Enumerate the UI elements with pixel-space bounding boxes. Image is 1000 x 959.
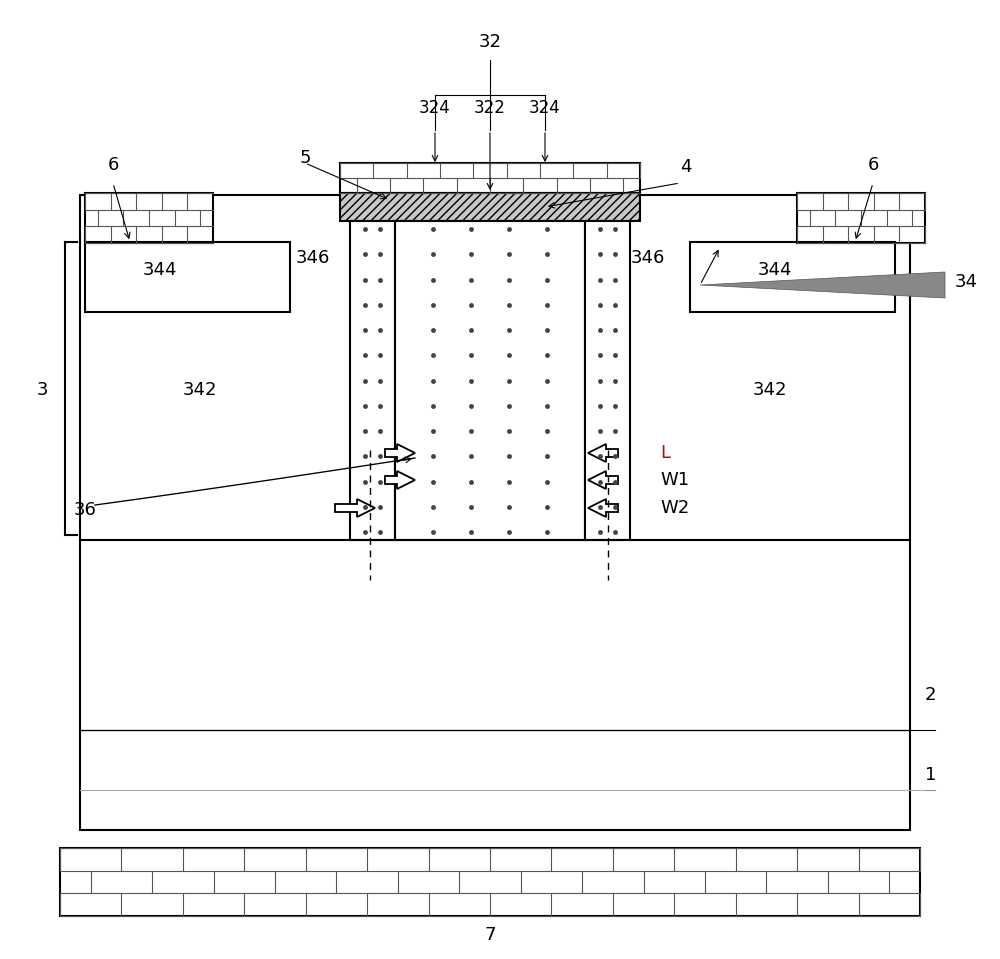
- Bar: [585, 221, 630, 540]
- Bar: [85, 193, 213, 243]
- Text: 4: 4: [680, 158, 692, 176]
- Text: 34: 34: [955, 273, 978, 291]
- Text: W1: W1: [660, 471, 689, 489]
- Text: 322: 322: [474, 99, 506, 117]
- Bar: [690, 242, 895, 312]
- Text: W2: W2: [660, 499, 689, 517]
- Text: 324: 324: [529, 99, 561, 117]
- Text: 346: 346: [296, 249, 330, 267]
- Text: 3: 3: [36, 381, 48, 399]
- Text: 7: 7: [484, 926, 496, 944]
- Polygon shape: [335, 499, 375, 517]
- Bar: [85, 242, 290, 312]
- Polygon shape: [588, 499, 618, 517]
- Bar: [80, 195, 910, 830]
- Text: 6: 6: [867, 156, 879, 174]
- Bar: [340, 193, 640, 221]
- Bar: [60, 848, 920, 916]
- Text: L: L: [660, 444, 670, 462]
- Polygon shape: [588, 471, 618, 489]
- Text: 342: 342: [753, 381, 787, 399]
- Text: 5: 5: [299, 149, 311, 167]
- Polygon shape: [700, 272, 945, 298]
- Polygon shape: [385, 471, 415, 489]
- Bar: [350, 221, 395, 540]
- Text: 344: 344: [143, 261, 177, 279]
- Text: 346: 346: [631, 249, 665, 267]
- Text: 2: 2: [925, 686, 936, 704]
- Bar: [395, 221, 585, 540]
- Bar: [340, 163, 640, 193]
- Text: 6: 6: [107, 156, 119, 174]
- Text: 32: 32: [479, 33, 502, 51]
- Polygon shape: [385, 444, 415, 462]
- Polygon shape: [588, 444, 618, 462]
- Text: 344: 344: [758, 261, 792, 279]
- Bar: [797, 193, 925, 243]
- Text: 36: 36: [74, 501, 96, 519]
- Text: 1: 1: [925, 766, 936, 784]
- Text: 324: 324: [419, 99, 451, 117]
- Text: 342: 342: [183, 381, 217, 399]
